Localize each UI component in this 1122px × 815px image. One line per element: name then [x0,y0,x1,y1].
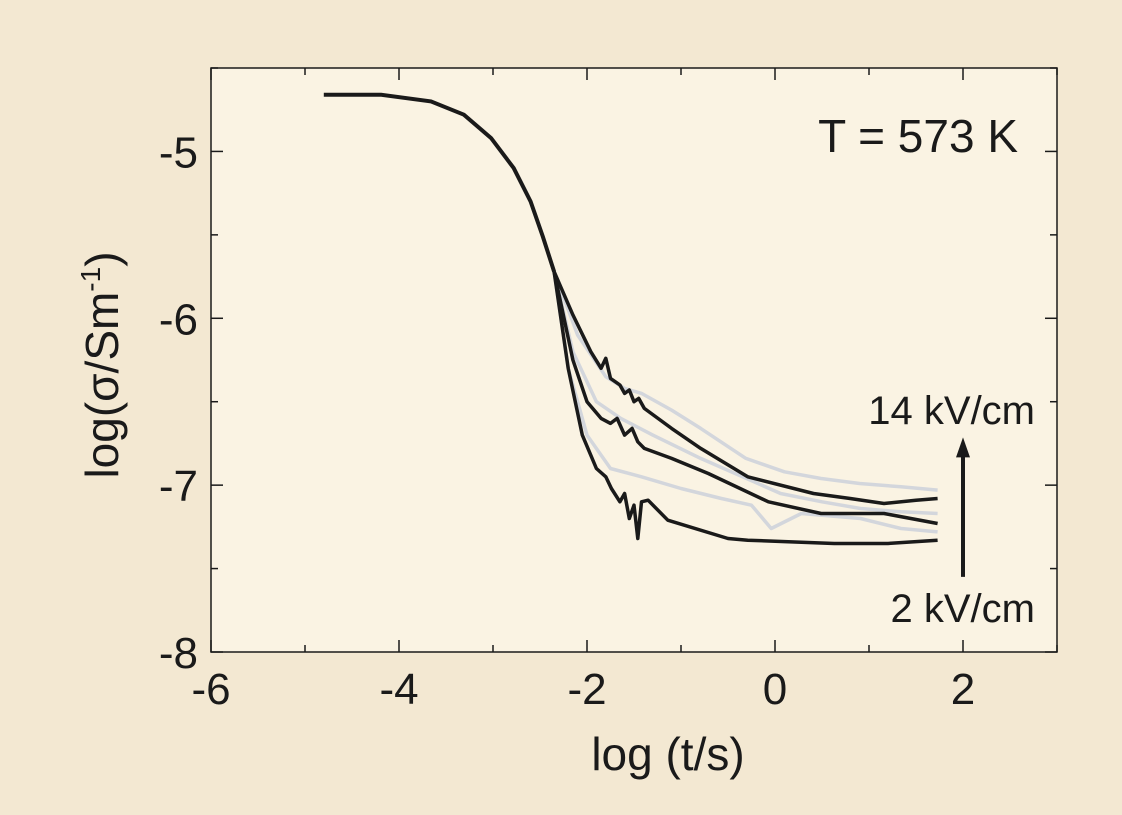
series-lines [323,92,938,546]
series-common [323,92,557,273]
x-tick-label: 0 [763,665,787,714]
series-gray-1 [552,270,938,492]
x-tick-label: -2 [567,665,606,714]
tick-labels: -6 -4 -2 0 2 -5 -6 -7 -8 [159,128,975,714]
x-tick-label: -6 [191,665,230,714]
x-tick-label: 2 [951,665,975,714]
plot-area [210,67,1058,653]
y-axis-label-sup: -1 [75,267,106,292]
field-arrow-icon [956,437,970,577]
series-gray-2 [552,271,938,516]
y-tick-label: -8 [159,629,198,678]
series-black-2kV [552,271,938,546]
x-axis-label: log (t/s) [591,728,744,780]
series-black-14kV [552,270,938,506]
axis-ticks [210,67,1058,653]
series-black-mid [552,271,938,526]
y-axis-label-main: log(σ/Sm [76,292,128,479]
field-top-label: 14 kV/cm [868,389,1035,433]
x-tick-label: -4 [379,665,418,714]
field-bottom-label: 2 kV/cm [891,587,1035,631]
y-tick-label: -5 [159,128,198,177]
y-tick-label: -7 [159,462,198,511]
series-gray-3 [552,271,938,534]
y-axis-label: log(σ/Sm-1) [75,251,128,478]
temperature-annotation: T = 573 K [818,110,1018,162]
y-axis-label-close: ) [76,251,128,266]
arrow-head [956,437,970,458]
y-tick-label: -6 [159,295,198,344]
